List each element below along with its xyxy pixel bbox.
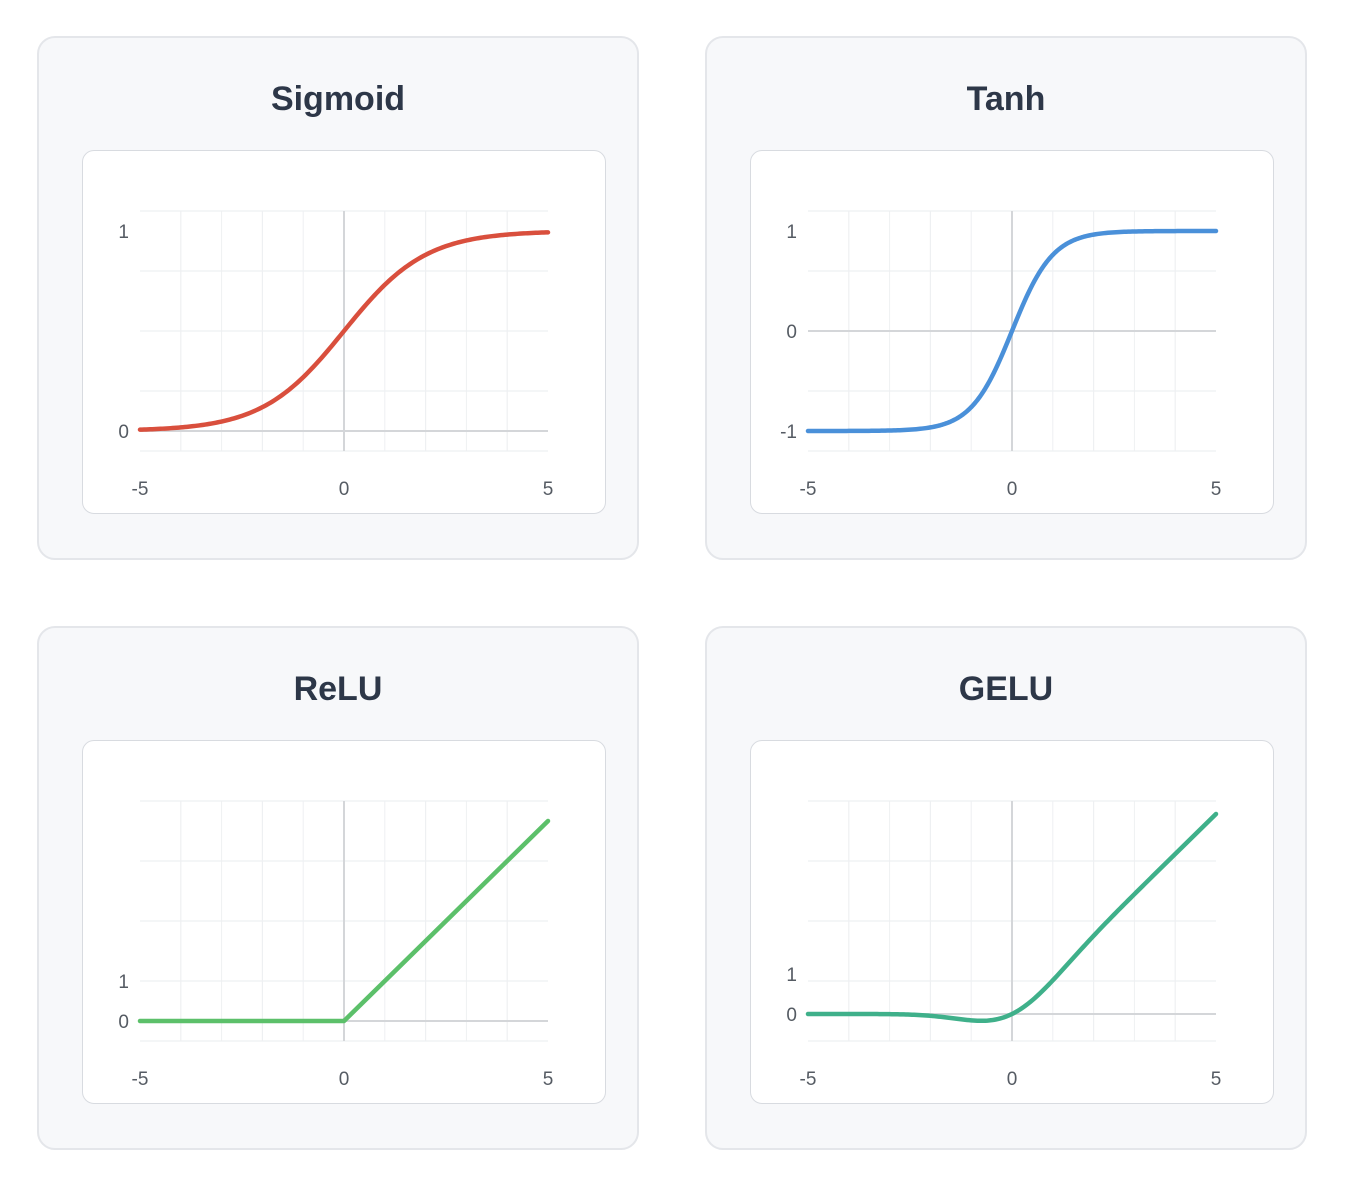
card-tanh: Tanh -5 0 5 -1 0 1 [705,36,1307,560]
y-tick-label: 1 [786,965,797,986]
plot-area: -5 0 5 0 1 [82,740,606,1104]
y-tick-label: 0 [786,322,797,343]
y-tick-label: 1 [118,222,129,243]
chart-title: Tanh [966,80,1046,118]
relu-chart: -5 0 5 0 1 [118,800,554,1090]
tanh-chart: -5 0 5 -1 0 1 [780,210,1222,500]
x-tick-label: 0 [339,1069,350,1090]
y-tick-label: 0 [118,422,129,443]
x-tick-label: -5 [132,1069,149,1090]
x-tick-label: 0 [339,479,350,500]
x-tick-label: 5 [1211,1069,1222,1090]
gelu-chart: -5 0 5 0 1 [786,800,1222,1090]
x-tick-label: 0 [1007,1069,1018,1090]
x-tick-label: -5 [800,1069,817,1090]
chart-title: Sigmoid [270,80,406,118]
plot-area: -5 0 5 -1 0 1 [750,150,1274,514]
y-tick-label: -1 [780,422,797,443]
y-tick-label: 0 [118,1012,129,1033]
x-tick-label: -5 [800,479,817,500]
chart-title: GELU [958,670,1054,708]
x-tick-label: 5 [543,1069,554,1090]
sigmoid-chart: -5 0 5 0 1 [118,210,554,500]
series-line [137,230,551,432]
series-line [805,811,1219,1024]
card-sigmoid: Sigmoid -5 0 5 0 1 [37,36,639,560]
series-line [805,228,1219,434]
y-tick-label: 0 [786,1005,797,1026]
chart-title: ReLU [293,670,383,708]
plot-area: -5 0 5 0 1 [750,740,1274,1104]
series-line [137,818,551,1024]
card-relu: ReLU -5 0 5 0 1 [37,626,639,1150]
x-tick-label: 0 [1007,479,1018,500]
y-tick-label: 1 [786,222,797,243]
plot-area: -5 0 5 0 1 [82,150,606,514]
card-gelu: GELU -5 0 5 0 1 [705,626,1307,1150]
x-tick-label: 5 [543,479,554,500]
x-tick-label: -5 [132,479,149,500]
y-tick-label: 1 [118,972,129,993]
x-tick-label: 5 [1211,479,1222,500]
